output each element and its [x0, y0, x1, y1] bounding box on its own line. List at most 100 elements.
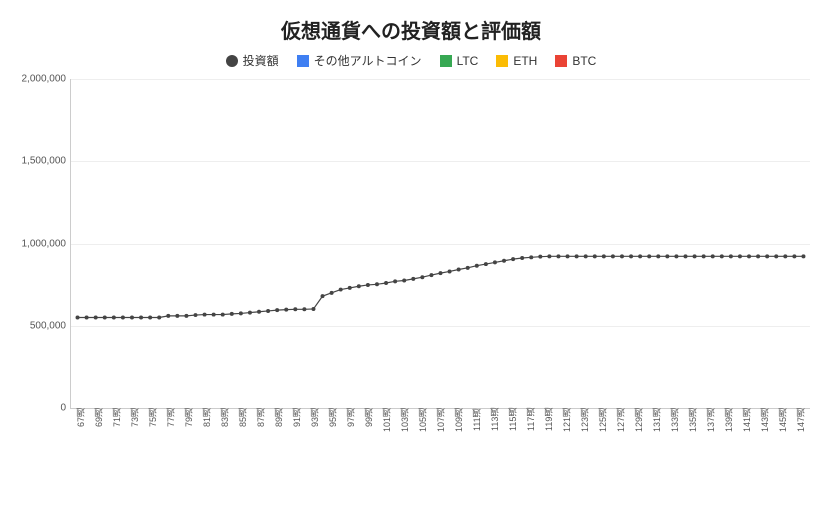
x-axis-labels: 67週69週71週73週75週77週79週81週83週85週87週89週91週9…: [71, 408, 810, 413]
x-tick-label: [251, 408, 252, 453]
y-gridline: [71, 244, 810, 245]
x-tick-label: [701, 408, 702, 453]
x-tick-label: 99週: [362, 408, 375, 453]
legend-item: ETH: [496, 54, 537, 68]
x-tick-label: [611, 408, 612, 453]
x-tick-label: [341, 408, 342, 453]
x-tick-label: 87週: [254, 408, 267, 453]
legend-swatch: [440, 55, 452, 67]
x-tick-label: 105週: [416, 408, 429, 453]
x-tick-label: 129週: [632, 408, 645, 453]
x-tick-label: 97週: [344, 408, 357, 453]
x-tick-label: 93週: [308, 408, 321, 453]
legend-label: LTC: [457, 54, 479, 68]
x-tick-label: [179, 408, 180, 453]
x-tick-label: 73週: [128, 408, 141, 453]
x-tick-label: 127週: [614, 408, 627, 453]
x-tick-label: [449, 408, 450, 453]
x-tick-label: [233, 408, 234, 453]
y-tick-label: 1,500,000: [21, 156, 66, 167]
x-tick-label: [431, 408, 432, 453]
x-tick-label: [305, 408, 306, 453]
x-tick-label: 113週: [488, 408, 501, 453]
x-tick-label: [791, 408, 792, 453]
x-tick-label: 77週: [164, 408, 177, 453]
y-gridline: [71, 326, 810, 327]
x-tick-label: 89週: [272, 408, 285, 453]
x-tick-label: 115週: [506, 408, 519, 453]
x-tick-label: 85週: [236, 408, 249, 453]
legend-label: BTC: [572, 54, 596, 68]
legend: 投資額 その他アルトコイン LTC ETH BTC: [20, 52, 802, 69]
x-tick-label: 67週: [74, 408, 87, 453]
x-tick-label: 143週: [758, 408, 771, 453]
x-tick-label: [629, 408, 630, 453]
x-tick-label: 145週: [776, 408, 789, 453]
legend-label: ETH: [513, 54, 537, 68]
legend-item: LTC: [440, 54, 479, 68]
x-tick-label: 109週: [452, 408, 465, 453]
x-tick-label: [557, 408, 558, 453]
x-tick-label: 75週: [146, 408, 159, 453]
x-tick-label: [395, 408, 396, 453]
x-tick-label: [467, 408, 468, 453]
chart-container: 仮想通貨への投資額と評価額 投資額その他アルトコインLTCETHBTC 67週6…: [0, 0, 822, 508]
x-tick-label: [485, 408, 486, 453]
x-tick-label: [719, 408, 720, 453]
x-tick-label: 111週: [470, 408, 483, 453]
legend-swatch: [496, 55, 508, 67]
x-tick-label: [89, 408, 90, 453]
x-tick-label: [359, 408, 360, 453]
x-tick-label: 71週: [110, 408, 123, 453]
legend-label: その他アルトコイン: [314, 52, 422, 69]
y-tick-label: 500,000: [21, 320, 66, 331]
y-gridline: [71, 161, 810, 162]
x-tick-label: 131週: [650, 408, 663, 453]
x-tick-label: [755, 408, 756, 453]
x-tick-label: 101週: [380, 408, 393, 453]
chart-title: 仮想通貨への投資額と評価額: [20, 15, 802, 44]
x-tick-label: 83週: [218, 408, 231, 453]
x-tick-label: [215, 408, 216, 453]
x-tick-label: [737, 408, 738, 453]
x-tick-label: 119週: [542, 408, 555, 453]
x-tick-label: [593, 408, 594, 453]
x-tick-label: [665, 408, 666, 453]
x-tick-label: [377, 408, 378, 453]
x-tick-label: [575, 408, 576, 453]
x-tick-label: [413, 408, 414, 453]
x-tick-label: 133週: [668, 408, 681, 453]
y-tick-label: 1,000,000: [21, 238, 66, 249]
x-tick-label: 137週: [704, 408, 717, 453]
x-tick-label: [125, 408, 126, 453]
legend-swatch: [555, 55, 567, 67]
x-tick-label: 69週: [92, 408, 105, 453]
x-tick-label: [287, 408, 288, 453]
x-tick-label: [197, 408, 198, 453]
x-tick-label: 123週: [578, 408, 591, 453]
x-tick-label: 81週: [200, 408, 213, 453]
x-tick-label: [161, 408, 162, 453]
plot-area: 67週69週71週73週75週77週79週81週83週85週87週89週91週9…: [70, 79, 810, 409]
y-tick-label: 0: [21, 403, 66, 414]
x-tick-label: [773, 408, 774, 453]
x-tick-label: 117週: [524, 408, 537, 453]
x-tick-label: 79週: [182, 408, 195, 453]
x-tick-label: 121週: [560, 408, 573, 453]
x-tick-label: 95週: [326, 408, 339, 453]
x-tick-label: [503, 408, 504, 453]
x-tick-label: [647, 408, 648, 453]
x-tick-label: [539, 408, 540, 453]
x-tick-label: [683, 408, 684, 453]
legend-label: 投資額: [243, 52, 279, 69]
y-tick-label: 2,000,000: [21, 74, 66, 85]
x-tick-label: 147週: [794, 408, 807, 453]
x-tick-label: 141週: [740, 408, 753, 453]
x-tick-label: [143, 408, 144, 453]
legend-swatch: [297, 55, 309, 67]
x-tick-label: 139週: [722, 408, 735, 453]
x-tick-label: 135週: [686, 408, 699, 453]
legend-item: 投資額: [226, 52, 279, 69]
x-tick-label: [521, 408, 522, 453]
legend-item: BTC: [555, 54, 596, 68]
